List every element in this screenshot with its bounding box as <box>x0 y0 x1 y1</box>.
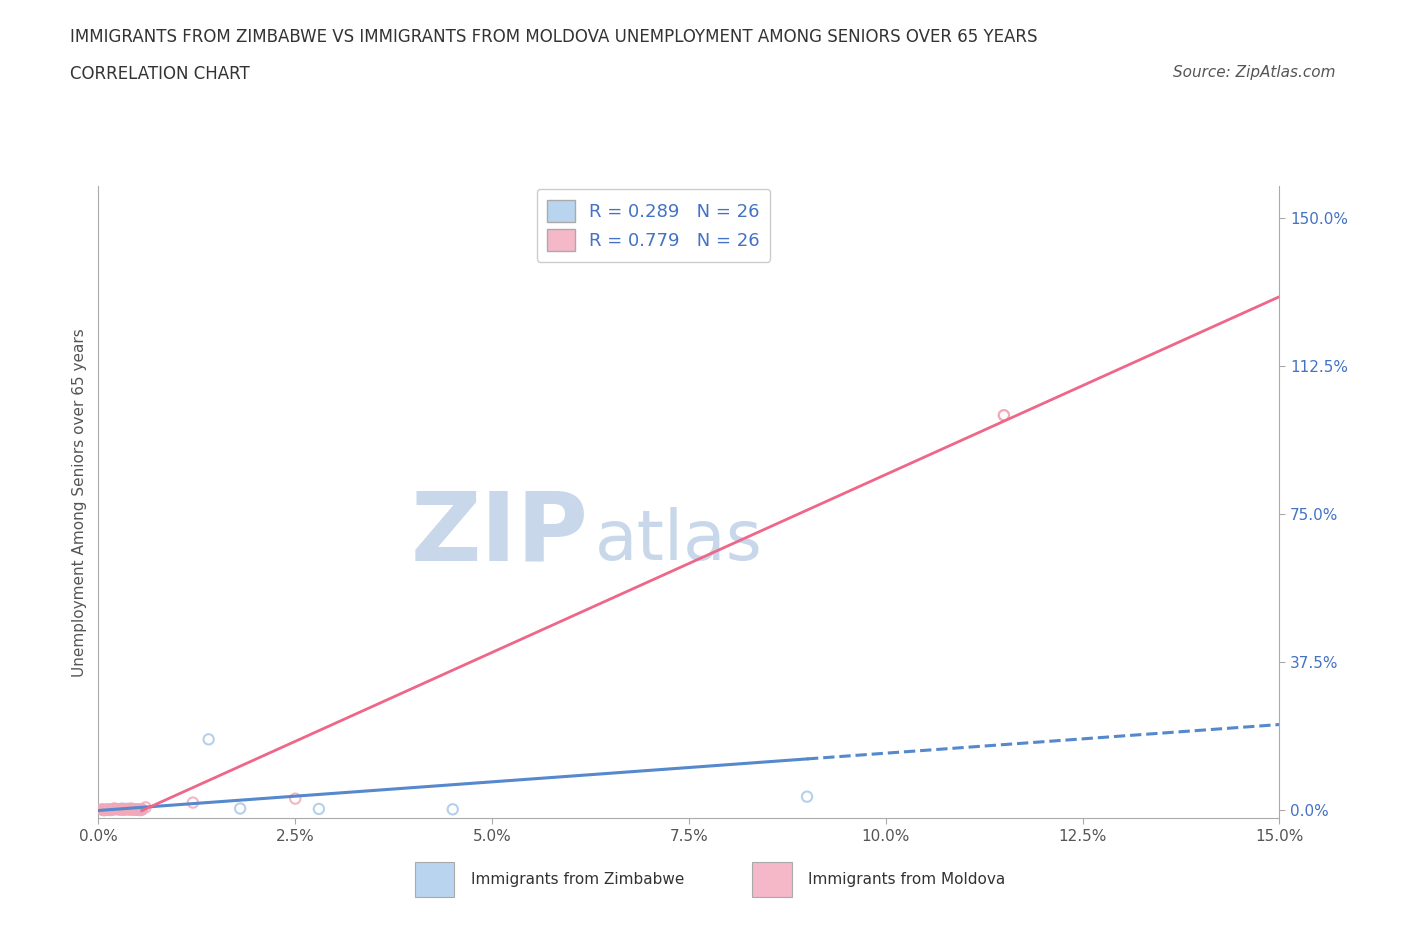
Point <box>125 802 148 817</box>
Text: IMMIGRANTS FROM ZIMBABWE VS IMMIGRANTS FROM MOLDOVA UNEMPLOYMENT AMONG SENIORS O: IMMIGRANTS FROM ZIMBABWE VS IMMIGRANTS F… <box>70 28 1038 46</box>
Point <box>117 802 139 817</box>
Point <box>122 803 145 817</box>
Point <box>229 801 252 816</box>
FancyBboxPatch shape <box>415 862 454 897</box>
Point <box>308 802 330 817</box>
Point <box>101 802 124 817</box>
Point <box>181 795 204 810</box>
Text: Immigrants from Zimbabwe: Immigrants from Zimbabwe <box>471 872 685 887</box>
Point <box>111 802 134 817</box>
Point <box>91 803 114 817</box>
FancyBboxPatch shape <box>752 862 792 897</box>
Point <box>131 802 153 817</box>
Point <box>93 803 115 817</box>
Text: ZIP: ZIP <box>411 487 589 580</box>
Point <box>127 802 149 817</box>
Point <box>128 803 150 817</box>
Point <box>97 803 120 817</box>
Point <box>284 791 307 806</box>
Point <box>101 803 124 817</box>
Point <box>107 802 129 817</box>
Point <box>128 803 150 817</box>
Point <box>96 803 118 817</box>
Y-axis label: Unemployment Among Seniors over 65 years: Unemployment Among Seniors over 65 years <box>72 328 87 677</box>
Point <box>122 803 145 817</box>
Point <box>121 801 143 816</box>
Point <box>117 802 139 817</box>
Point <box>107 802 129 817</box>
Point <box>104 802 127 817</box>
Point <box>112 803 135 817</box>
Point <box>796 790 818 804</box>
Point <box>121 802 143 817</box>
Point <box>91 803 114 817</box>
Point <box>115 802 138 817</box>
Legend: R = 0.289   N = 26, R = 0.779   N = 26: R = 0.289 N = 26, R = 0.779 N = 26 <box>537 189 770 261</box>
Point <box>91 802 114 817</box>
Point <box>112 802 135 817</box>
Point <box>104 802 127 817</box>
Point <box>98 803 121 817</box>
Point <box>125 802 148 817</box>
Point <box>135 800 157 815</box>
Point <box>118 803 141 817</box>
Text: CORRELATION CHART: CORRELATION CHART <box>70 65 250 83</box>
Text: Immigrants from Moldova: Immigrants from Moldova <box>808 872 1005 887</box>
Point <box>93 803 115 817</box>
Point <box>131 803 153 817</box>
Point <box>993 408 1015 423</box>
Point <box>103 802 125 817</box>
Point <box>197 732 219 747</box>
Point <box>110 802 132 817</box>
Point <box>118 802 141 817</box>
Point <box>115 802 138 817</box>
Text: atlas: atlas <box>595 507 762 574</box>
Point <box>111 801 134 816</box>
Point <box>98 802 121 817</box>
Point <box>97 802 120 817</box>
Point <box>441 802 464 817</box>
Text: Source: ZipAtlas.com: Source: ZipAtlas.com <box>1173 65 1336 80</box>
Point <box>110 803 132 817</box>
Point <box>96 803 118 817</box>
Point <box>993 408 1015 423</box>
Point <box>103 801 125 816</box>
